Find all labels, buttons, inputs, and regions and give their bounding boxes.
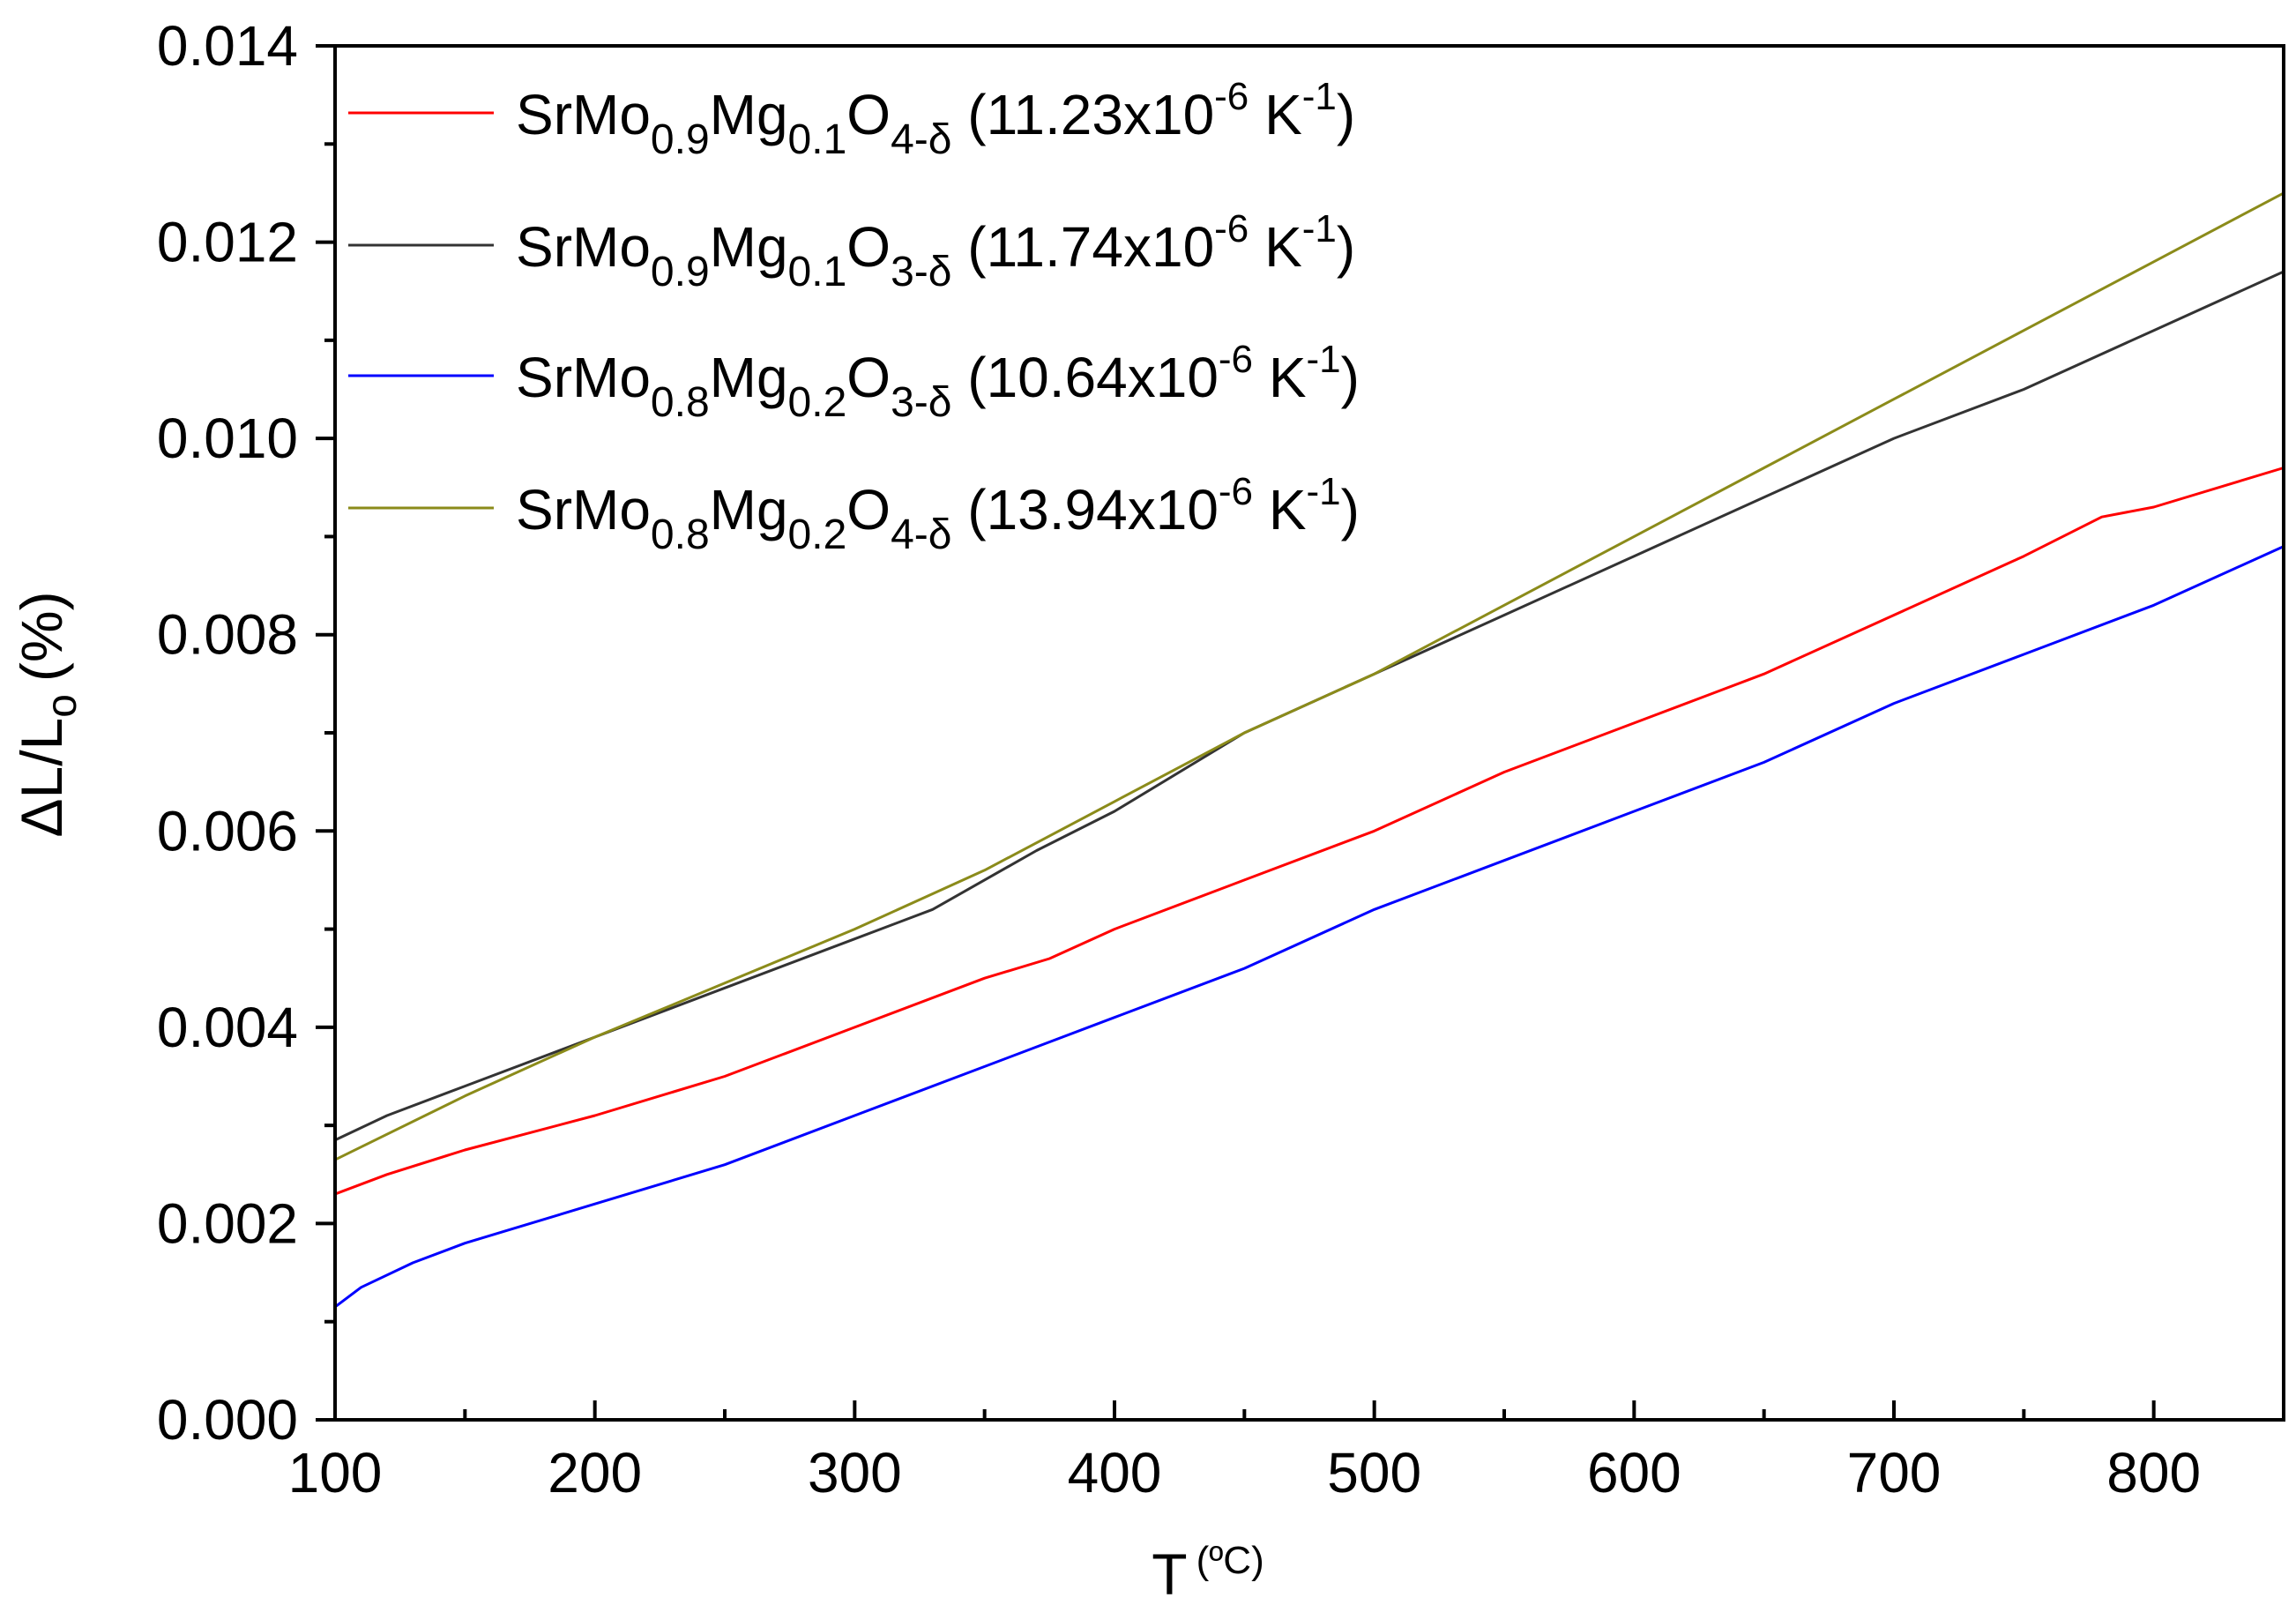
series-line-4 xyxy=(334,191,2285,1161)
legend-label: SrMo0.9Mg0.1O4-δ (11.23x10-6 K-1) xyxy=(516,75,1355,163)
x-axis-label: T xyxy=(1152,1542,1187,1607)
x-tick-labels: 100 200 300 400 500 600 700 800 xyxy=(288,1441,2201,1504)
y-axis-label: ΔL/L xyxy=(9,718,74,838)
y-tick-label: 0.008 xyxy=(157,603,298,667)
x-tick-label: 300 xyxy=(808,1441,902,1504)
y-axis-title: ΔL/Lo (%) xyxy=(9,591,86,837)
x-tick-label: 400 xyxy=(1068,1441,1162,1504)
plot-frame xyxy=(333,44,2285,1422)
y-axis-label-subscript: o xyxy=(39,694,86,718)
series-line-1 xyxy=(334,467,2285,1196)
y-tick-label: 0.002 xyxy=(157,1191,298,1255)
y-tick-label: 0.010 xyxy=(157,407,298,470)
legend: SrMo0.9Mg0.1O4-δ (11.23x10-6 K-1) SrMo0.9… xyxy=(348,75,1360,558)
legend-entry-1: SrMo0.9Mg0.1O4-δ (11.23x10-6 K-1) xyxy=(348,75,1355,163)
y-tick-label: 0.004 xyxy=(157,996,298,1059)
legend-label: SrMo0.9Mg0.1O3-δ (11.74x10-6 K-1) xyxy=(516,207,1355,295)
legend-label: SrMo0.8Mg0.2O3-δ (10.64x10-6 K-1) xyxy=(516,338,1360,426)
x-tick-label: 800 xyxy=(2106,1441,2201,1504)
x-tick-label: 200 xyxy=(548,1441,642,1504)
y-tick-label: 0.014 xyxy=(157,14,298,78)
x-tick-label: 600 xyxy=(1587,1441,1681,1504)
y-axis-unit: (%) xyxy=(9,591,74,682)
x-tick-label: 700 xyxy=(1847,1441,1942,1504)
y-tick-label: 0.012 xyxy=(157,211,298,274)
series-layer xyxy=(334,191,2285,1309)
legend-entry-2: SrMo0.9Mg0.1O3-δ (11.74x10-6 K-1) xyxy=(348,207,1355,295)
y-tick-label: 0.000 xyxy=(157,1388,298,1452)
legend-entry-3: SrMo0.8Mg0.2O3-δ (10.64x10-6 K-1) xyxy=(348,338,1360,426)
x-axis-title: T (ºC) xyxy=(1152,1539,1264,1607)
y-tick-labels: 0.000 0.002 0.004 0.006 0.008 0.010 0.012 0.014 xyxy=(157,14,298,1452)
x-tick-label: 100 xyxy=(288,1441,383,1504)
legend-entry-4: SrMo0.8Mg0.2O4-δ (13.94x10-6 K-1) xyxy=(348,470,1360,558)
series-line-3 xyxy=(334,545,2285,1309)
x-axis-unit: (ºC) xyxy=(1196,1539,1264,1582)
series-line-2 xyxy=(334,270,2285,1142)
x-tick-label: 500 xyxy=(1327,1441,1421,1504)
y-tick-label: 0.006 xyxy=(157,799,298,862)
legend-label: SrMo0.8Mg0.2O4-δ (13.94x10-6 K-1) xyxy=(516,470,1360,558)
x-axis-unit-text: ºC xyxy=(1209,1539,1251,1582)
